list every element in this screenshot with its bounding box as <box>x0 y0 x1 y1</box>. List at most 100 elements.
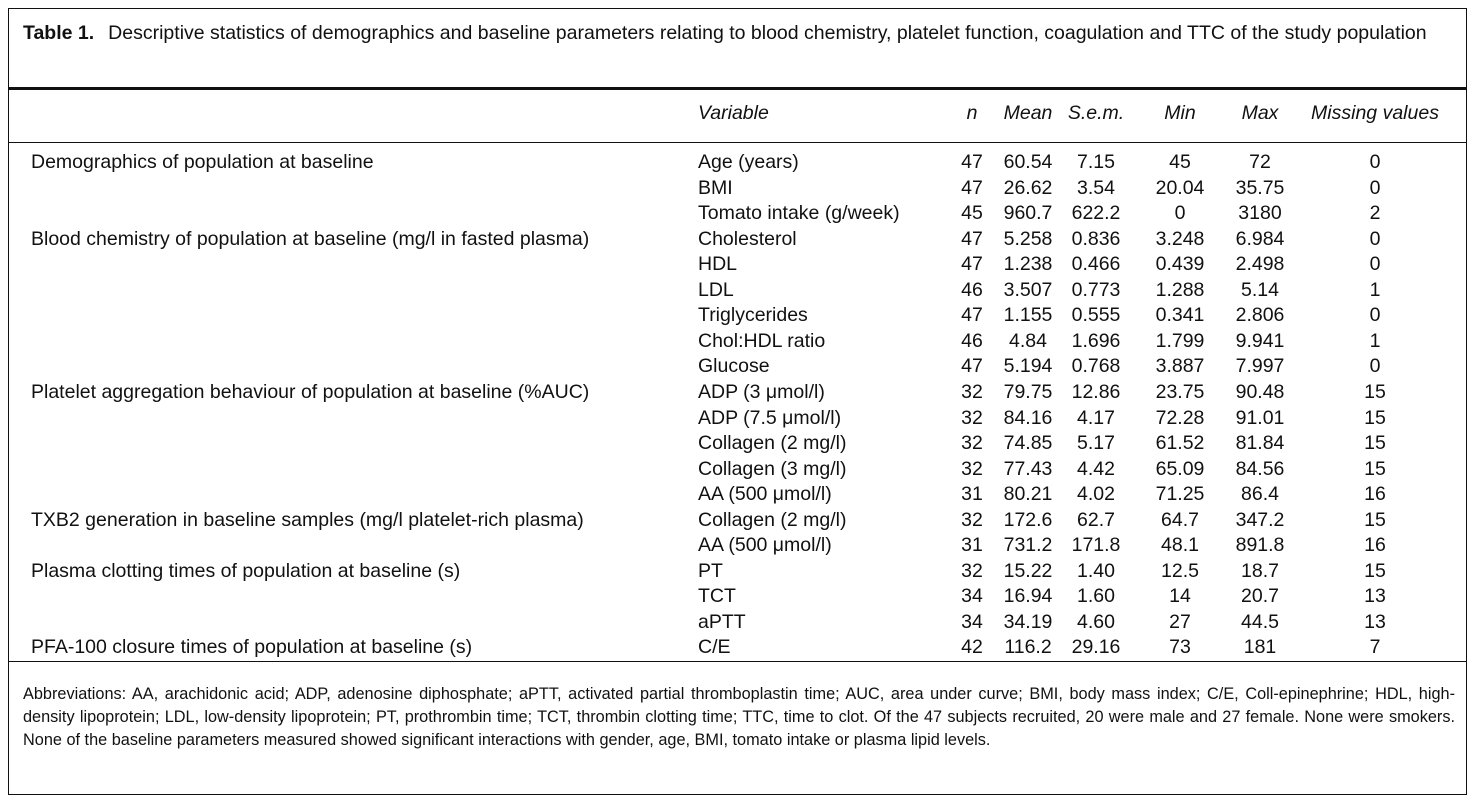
cell-missing: 0 <box>1369 227 1381 250</box>
cell-max: 6.984 <box>1235 227 1285 250</box>
cell-n: 31 <box>961 483 983 506</box>
cell-variable: Collagen (3 mg/l) <box>698 457 847 480</box>
cell-max: 891.8 <box>1235 534 1285 557</box>
cell-min: 20.04 <box>1155 176 1205 199</box>
cell-sem: 29.16 <box>1071 636 1121 659</box>
cell-n: 32 <box>961 559 983 582</box>
cell-min: 12.5 <box>1161 559 1199 582</box>
cell-max: 181 <box>1243 636 1277 659</box>
cell-variable: Glucose <box>698 355 770 378</box>
cell-sem: 171.8 <box>1071 534 1121 557</box>
cell-n: 47 <box>961 253 983 276</box>
cell-variable: Collagen (2 mg/l) <box>698 508 847 531</box>
cell-sem: 1.40 <box>1077 559 1115 582</box>
cell-variable: TCT <box>698 585 736 608</box>
cell-sem: 0.773 <box>1071 278 1121 301</box>
cell-max: 3180 <box>1238 202 1282 225</box>
cell-mean: 60.54 <box>1003 151 1053 173</box>
cell-n: 32 <box>961 406 983 429</box>
cell-n: 46 <box>961 329 983 352</box>
cell-min: 48.1 <box>1161 534 1199 557</box>
cell-mean: 15.22 <box>1003 559 1053 582</box>
cell-min: 23.75 <box>1155 380 1205 403</box>
column-header-max: Max <box>1241 102 1279 124</box>
cell-n: 32 <box>961 508 983 531</box>
cell-n: 32 <box>961 432 983 455</box>
cell-max: 347.2 <box>1235 508 1285 531</box>
cell-n: 32 <box>961 457 983 480</box>
table-frame: Table 1. Descriptive statistics of demogr… <box>8 8 1467 795</box>
cell-n: 47 <box>961 355 983 378</box>
cell-missing: 15 <box>1364 457 1386 480</box>
cell-missing: 13 <box>1364 610 1386 633</box>
cell-sem: 1.60 <box>1077 585 1115 608</box>
cell-missing: 16 <box>1364 534 1386 557</box>
cell-mean: 172.6 <box>1003 508 1053 531</box>
cell-missing: 15 <box>1364 380 1386 403</box>
cell-min: 0.341 <box>1155 304 1205 327</box>
cell-missing: 15 <box>1364 406 1386 429</box>
cell-missing: 15 <box>1364 432 1386 455</box>
column-header-min: Min <box>1164 102 1196 124</box>
cell-max: 91.01 <box>1235 406 1285 429</box>
cell-n: 34 <box>961 585 983 608</box>
cell-mean: 5.194 <box>1003 355 1053 378</box>
cell-missing: 2 <box>1369 202 1381 225</box>
cell-sem: 4.42 <box>1077 457 1115 480</box>
cell-max: 9.941 <box>1235 329 1285 352</box>
cell-variable: Cholesterol <box>698 227 797 250</box>
cell-max: 90.48 <box>1235 380 1285 403</box>
group-label: Demographics of population at baseline <box>31 151 374 173</box>
cell-mean: 80.21 <box>1003 483 1053 506</box>
cell-mean: 116.2 <box>1004 636 1052 659</box>
cell-max: 5.14 <box>1241 278 1279 301</box>
cell-max: 72 <box>1249 151 1271 173</box>
cell-mean: 731.2 <box>1003 534 1053 557</box>
cell-missing: 7 <box>1369 636 1381 659</box>
cell-min: 64.7 <box>1161 508 1199 531</box>
cell-variable: AA (500 μmol/l) <box>698 534 832 557</box>
cell-sem: 4.60 <box>1077 610 1115 633</box>
cell-mean: 4.84 <box>1009 329 1047 352</box>
cell-variable: Triglycerides <box>698 304 808 327</box>
cell-min: 61.52 <box>1155 432 1205 455</box>
cell-sem: 7.15 <box>1077 151 1115 173</box>
cell-missing: 0 <box>1369 355 1381 378</box>
cell-mean: 960.7 <box>1003 202 1053 225</box>
cell-min: 14 <box>1169 585 1191 608</box>
cell-mean: 5.258 <box>1003 227 1053 250</box>
cell-sem: 0.555 <box>1071 304 1121 327</box>
cell-min: 71.25 <box>1155 483 1205 506</box>
group-label: Plasma clotting times of population at b… <box>31 559 461 582</box>
cell-sem: 4.17 <box>1077 406 1115 429</box>
table-caption-text: Descriptive statistics of demographics a… <box>108 22 1427 44</box>
group-label: Blood chemistry of population at baselin… <box>31 227 590 250</box>
cell-n: 46 <box>961 278 983 301</box>
cell-n: 47 <box>961 151 983 173</box>
cell-sem: 3.54 <box>1077 176 1115 199</box>
column-header-sem: S.e.m. <box>1067 102 1125 124</box>
cell-mean: 84.16 <box>1003 406 1053 429</box>
cell-min: 27 <box>1169 610 1191 633</box>
cell-missing: 0 <box>1369 176 1381 199</box>
cell-n: 31 <box>961 534 983 557</box>
column-header-missing: Missing values <box>1311 102 1439 124</box>
group-label: PFA-100 closure times of population at b… <box>31 636 473 659</box>
cell-max: 18.7 <box>1241 559 1279 582</box>
cell-missing: 13 <box>1364 585 1386 608</box>
top-rule <box>9 87 1466 90</box>
cell-mean: 3.507 <box>1003 278 1053 301</box>
cell-sem: 62.7 <box>1077 508 1115 531</box>
cell-max: 86.4 <box>1241 483 1279 506</box>
cell-n: 45 <box>961 202 983 225</box>
cell-n: 47 <box>961 176 983 199</box>
cell-sem: 4.02 <box>1077 483 1115 506</box>
cell-min: 0.439 <box>1155 253 1205 276</box>
cell-variable: Age (years) <box>698 151 799 173</box>
cell-mean: 74.85 <box>1003 432 1053 455</box>
cell-missing: 16 <box>1364 483 1386 506</box>
cell-sem: 0.768 <box>1071 355 1121 378</box>
cell-mean: 34.19 <box>1003 610 1053 633</box>
cell-missing: 1 <box>1369 278 1381 301</box>
cell-max: 81.84 <box>1235 432 1285 455</box>
